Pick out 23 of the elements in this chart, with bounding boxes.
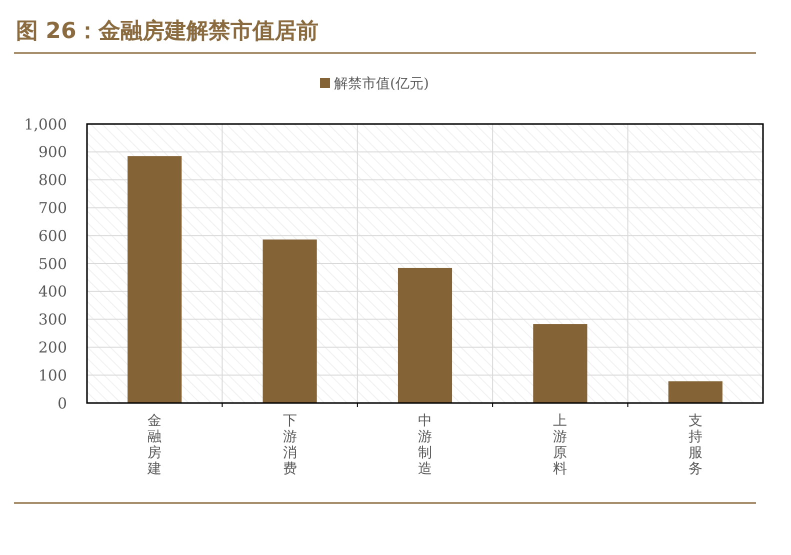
- y-tick-label: 400: [38, 282, 67, 301]
- y-tick-label: 900: [38, 143, 67, 162]
- legend-label: 解禁市值(亿元): [334, 76, 429, 92]
- x-tick-label: 金融房建: [146, 413, 162, 477]
- y-tick-label: 800: [38, 171, 67, 190]
- y-tick-label: 200: [38, 338, 67, 356]
- x-tick-label: 下游消费: [282, 413, 297, 477]
- y-tick-label: 600: [38, 226, 67, 245]
- y-tick-label: 700: [38, 198, 67, 217]
- bar: [262, 240, 317, 403]
- y-tick-label: 0: [57, 394, 67, 412]
- bar: [398, 268, 452, 403]
- x-tick-label: 支持服务: [688, 413, 702, 477]
- y-tick-label: 300: [38, 310, 67, 329]
- y-tick-label: 500: [38, 254, 67, 273]
- x-tick-label: 上游原料: [553, 413, 568, 477]
- y-tick-label: 1,000: [24, 115, 67, 134]
- chart-title: 图 26：金融房建解禁市值居前: [16, 18, 318, 44]
- x-tick-label: 中游制造: [418, 413, 432, 477]
- bar: [668, 381, 722, 403]
- bar: [533, 324, 588, 403]
- bar: [128, 156, 182, 403]
- y-tick-label: 100: [38, 366, 67, 384]
